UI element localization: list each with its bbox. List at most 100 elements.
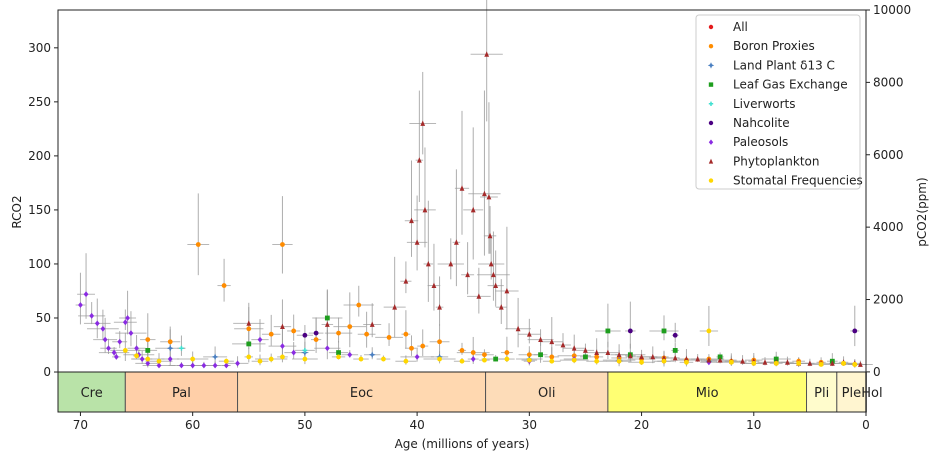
point-phytoplankton (857, 361, 863, 367)
point-phytoplankton (476, 293, 482, 299)
point-paleosols (347, 351, 353, 358)
point-boron-proxies (409, 345, 414, 351)
legend-marker (708, 101, 714, 106)
point-boron-proxies (504, 350, 510, 355)
point-boron-proxies (526, 352, 532, 358)
point-phytoplankton (526, 331, 532, 337)
point-stomatal-frequencies (122, 348, 128, 353)
point-phytoplankton (420, 120, 426, 126)
point-stomatal-frequencies (482, 357, 487, 363)
point-boron-proxies (291, 328, 297, 334)
point-leaf-gas-exchange (324, 315, 330, 321)
point-phytoplankton (491, 271, 496, 278)
point-stomatal-frequencies (751, 360, 757, 366)
point-phytoplankton (740, 358, 745, 364)
point-paleosols (134, 345, 139, 352)
point-boron-proxies (549, 354, 555, 360)
legend-marker (708, 139, 714, 145)
point-stomatal-frequencies (549, 358, 555, 364)
legend-marker (708, 120, 714, 126)
point-paleosols (223, 362, 229, 369)
point-leaf-gas-exchange (145, 348, 151, 353)
point-stomatal-frequencies (796, 360, 802, 366)
point-liverworts (179, 345, 184, 351)
point-boron-proxies (347, 324, 353, 330)
point-stomatal-frequencies (841, 360, 846, 366)
point-stomatal-frequencies (684, 359, 689, 365)
point-phytoplankton (409, 217, 414, 224)
legend-entry-label: Stomatal Frequencies (733, 174, 863, 188)
point-phytoplankton (498, 304, 504, 310)
point-leaf-gas-exchange (672, 348, 678, 353)
point-stomatal-frequencies (336, 354, 341, 360)
point-paleosols (111, 349, 117, 356)
x-tick-label: 40 (409, 418, 424, 432)
y-tick-label-right: 10000 (873, 3, 911, 17)
point-phytoplankton (414, 239, 420, 245)
point-leaf-gas-exchange (773, 356, 779, 362)
epoch-label-oli: Oli (538, 386, 555, 401)
point-stomatal-frequencies (190, 356, 196, 362)
point-liverworts (302, 348, 308, 353)
point-phytoplankton (785, 359, 790, 365)
point-stomatal-frequencies (246, 354, 252, 360)
point-stomatal-frequencies (268, 356, 274, 362)
point-phytoplankton (431, 282, 437, 288)
point-boron-proxies (268, 331, 274, 337)
point-phytoplankton (488, 260, 494, 267)
point-phytoplankton (829, 360, 835, 366)
point-boron-proxies (386, 335, 392, 340)
point-paleosols (470, 356, 476, 362)
axes: 70 60 50 40 30 20 10 00501001502002503000200040… (28, 3, 911, 432)
legend-entry-label: Boron Proxies (733, 39, 815, 53)
x-tick-label: 0 (862, 418, 870, 432)
point-land-plant-13-c (368, 351, 376, 359)
point-paleosols (179, 362, 184, 369)
y-tick-label-right: 0 (873, 365, 881, 379)
point-stomatal-frequencies (257, 358, 263, 364)
point-leaf-gas-exchange (661, 328, 667, 334)
point-phytoplankton (661, 354, 667, 361)
epoch-band-pli (806, 371, 838, 413)
point-phytoplankton (549, 338, 555, 345)
y-tick-label-left: 200 (28, 149, 51, 163)
point-stomatal-frequencies (661, 358, 667, 364)
point-stomatal-frequencies (145, 356, 151, 362)
point-paleosols (117, 338, 123, 345)
point-phytoplankton (762, 359, 768, 365)
point-nahcolite (672, 332, 678, 338)
point-phytoplankton (482, 190, 487, 197)
point-nahcolite (313, 330, 319, 336)
epoch-bands: Cre Pal Eoc Oli Mio Pli Ple Hol (57, 371, 883, 413)
point-stomatal-frequencies (818, 362, 824, 367)
point-phytoplankton (486, 193, 492, 200)
y-tick-label-right: 8000 (873, 75, 904, 89)
epoch-label-eoc: Eoc (350, 386, 373, 401)
point-phytoplankton (639, 353, 644, 360)
point-boron-proxies (246, 326, 252, 332)
point-leaf-gas-exchange (605, 328, 611, 334)
point-paleosols (291, 349, 297, 356)
point-paleosols (280, 343, 285, 349)
data-points (78, 51, 863, 369)
point-phytoplankton (515, 325, 521, 332)
point-stomatal-frequencies (381, 356, 386, 362)
point-stomatal-frequencies (358, 356, 364, 362)
point-paleosols (414, 353, 420, 360)
x-tick-label: 20 (634, 418, 649, 432)
point-boron-proxies (221, 283, 227, 288)
point-phytoplankton (627, 352, 633, 359)
point-phytoplankton (717, 357, 723, 363)
point-phytoplankton (560, 342, 566, 348)
point-phytoplankton (605, 349, 611, 355)
point-paleosols (201, 362, 207, 369)
point-phytoplankton (448, 260, 454, 267)
legend-marker (708, 44, 714, 49)
point-stomatal-frequencies (403, 358, 409, 364)
point-paleosols (212, 362, 218, 369)
point-phytoplankton (493, 282, 499, 288)
legend-marker (707, 62, 715, 69)
legend-entry-label: Phytoplankton (733, 154, 820, 168)
epoch-band-pal (124, 371, 239, 413)
point-phytoplankton (487, 232, 493, 239)
